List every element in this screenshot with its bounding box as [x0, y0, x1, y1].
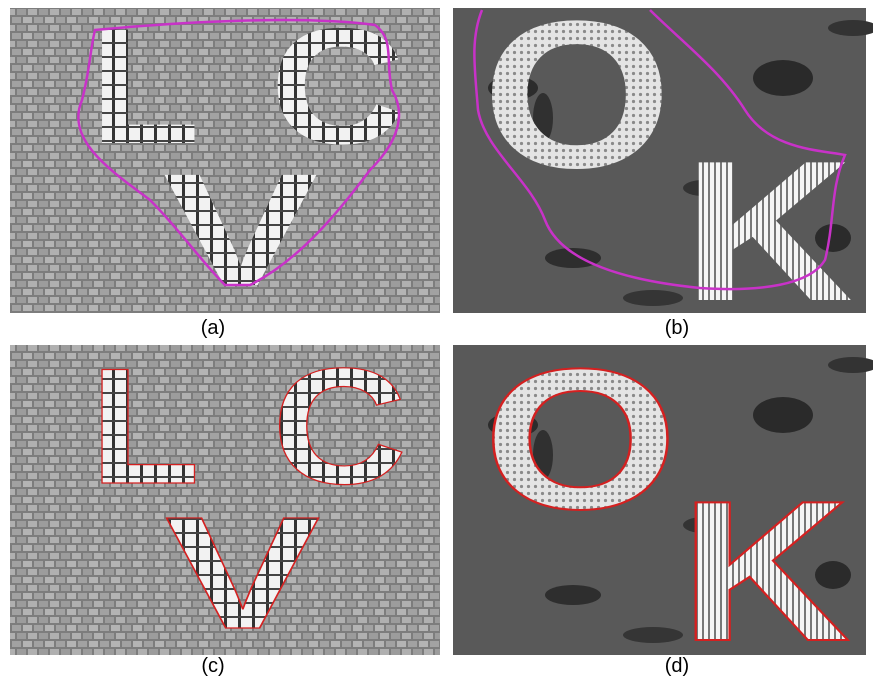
- figure: L C V (a) O K (b) L C V (c) O K (d): [0, 0, 873, 682]
- letter: K: [680, 460, 850, 682]
- letter: V: [165, 483, 320, 662]
- caption: (c): [201, 655, 224, 677]
- caption: (a): [201, 317, 225, 339]
- letter: O: [482, 0, 672, 212]
- letter: V: [163, 140, 318, 319]
- page: L C V (a) O K (b) L C V (c) O K (d) (() …: [0, 0, 873, 682]
- letter: O: [483, 328, 678, 551]
- caption: (d): [665, 655, 689, 677]
